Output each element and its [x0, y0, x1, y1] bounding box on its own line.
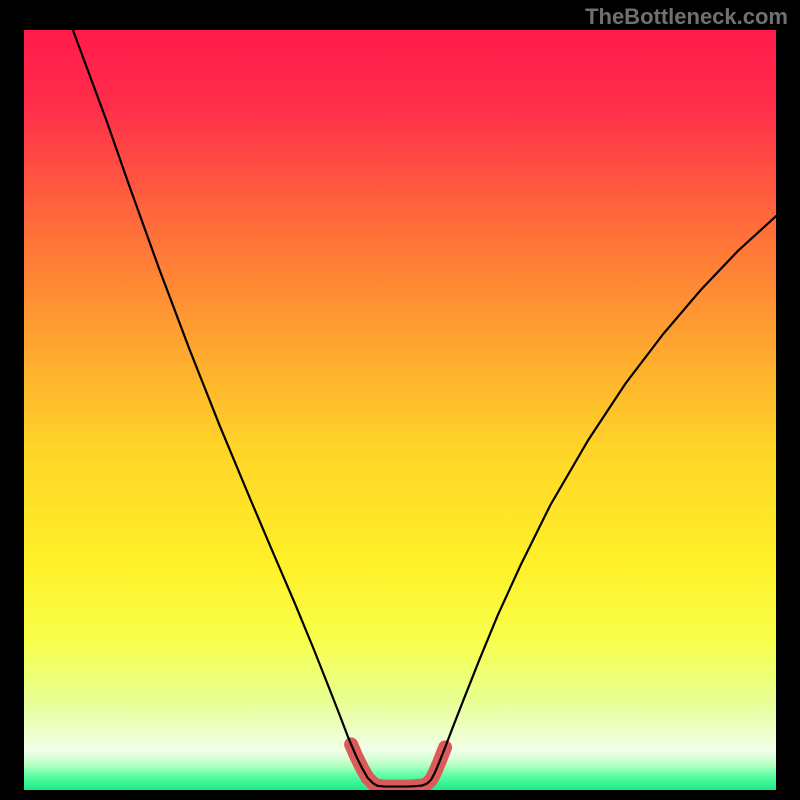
gradient-background: [24, 30, 776, 790]
bottleneck-chart: [0, 0, 800, 800]
chart-frame: TheBottleneck.com: [0, 0, 800, 800]
watermark-text: TheBottleneck.com: [585, 4, 788, 30]
